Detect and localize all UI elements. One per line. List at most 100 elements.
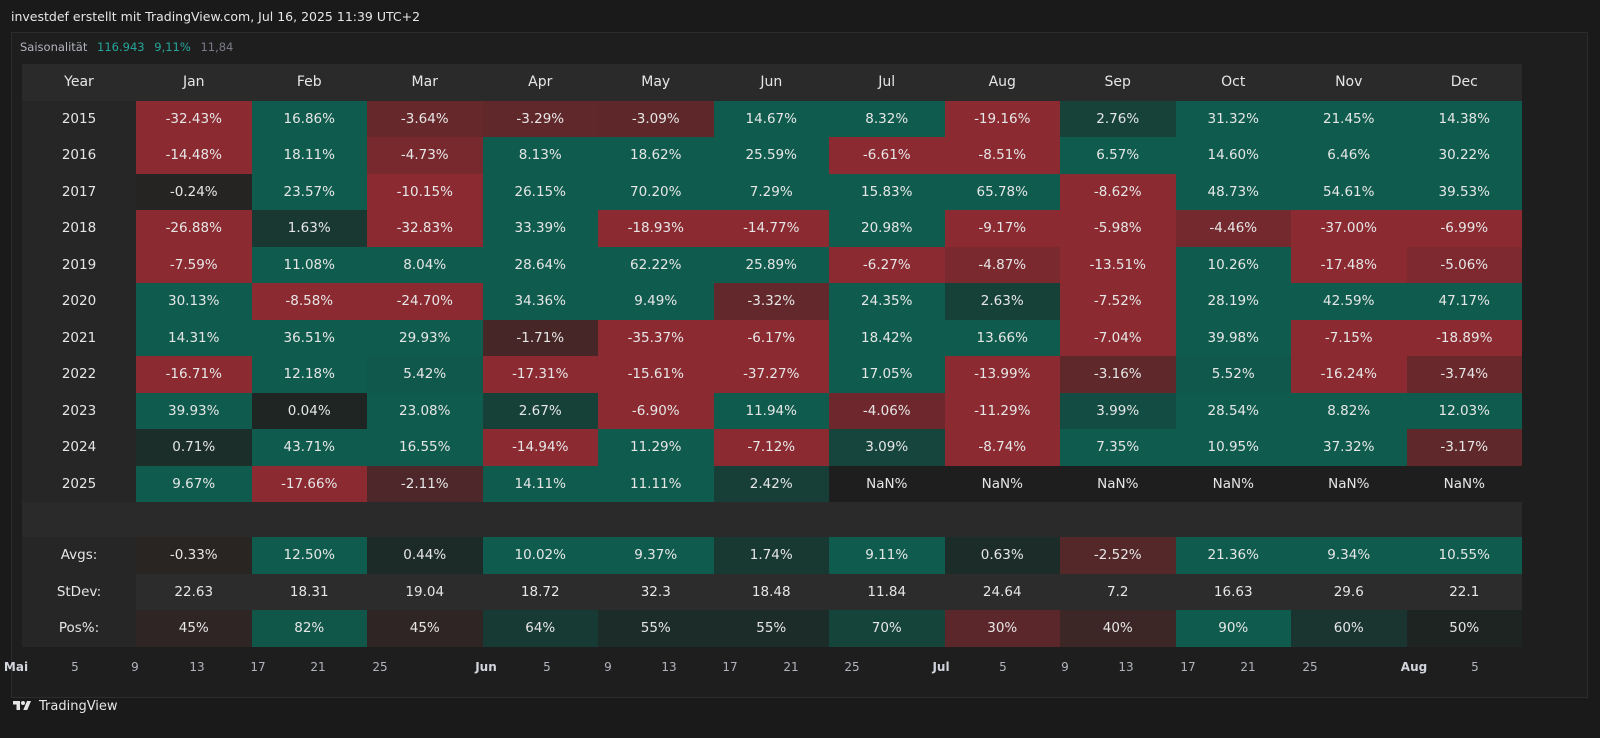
return-cell: 25.89% xyxy=(713,246,829,283)
return-cell: 70.20% xyxy=(598,173,714,210)
return-cell: 8.04% xyxy=(367,246,483,283)
return-cell: -15.61% xyxy=(598,356,714,393)
month-header-mar: Mar xyxy=(367,64,483,101)
return-cell: 24.35% xyxy=(829,283,945,320)
stat-cell: 24.64 xyxy=(944,573,1060,610)
return-cell: 11.08% xyxy=(251,246,367,283)
axis-tick-label: 13 xyxy=(189,660,205,674)
return-cell: -13.51% xyxy=(1060,246,1176,283)
year-label-2016: 2016 xyxy=(22,137,136,174)
return-cell: -8.62% xyxy=(1060,173,1176,210)
return-cell: -8.58% xyxy=(251,283,367,320)
stat-cell: 0.44% xyxy=(367,537,483,574)
return-cell: 18.62% xyxy=(598,137,714,174)
return-cell: 10.26% xyxy=(1175,246,1291,283)
footer: TradingView xyxy=(11,696,118,716)
axis-tick-label: 5 xyxy=(543,660,551,674)
stat-cell: 11.84 xyxy=(829,573,945,610)
return-cell: 33.39% xyxy=(482,210,598,247)
return-cell: 6.46% xyxy=(1291,137,1407,174)
return-cell: 1.63% xyxy=(251,210,367,247)
return-cell: -18.89% xyxy=(1406,319,1522,356)
stat-cell: 18.31 xyxy=(251,573,367,610)
stat-cell: -2.52% xyxy=(1060,537,1176,574)
return-cell: NaN% xyxy=(1175,465,1291,502)
stat-cell: 22.63 xyxy=(136,573,252,610)
return-cell: 18.11% xyxy=(251,137,367,174)
return-cell: 2.42% xyxy=(713,465,829,502)
return-cell: 28.64% xyxy=(482,246,598,283)
indicator-legend[interactable]: Saisonalität 116.943 9,11% 11,84 xyxy=(20,40,233,54)
year-label-2018: 2018 xyxy=(22,210,136,247)
stat-cell: 9.34% xyxy=(1291,537,1407,574)
return-cell: 65.78% xyxy=(944,173,1060,210)
axis-tick-label: 5 xyxy=(71,660,79,674)
return-cell: 21.45% xyxy=(1291,100,1407,137)
axis-tick-label: 17 xyxy=(250,660,266,674)
footer-brand: TradingView xyxy=(39,698,118,714)
stat-cell: 50% xyxy=(1406,610,1522,647)
return-cell: 29.93% xyxy=(367,319,483,356)
return-cell: -11.29% xyxy=(944,392,1060,429)
return-cell: 39.98% xyxy=(1175,319,1291,356)
return-cell: 62.22% xyxy=(598,246,714,283)
return-cell: 7.35% xyxy=(1060,429,1176,466)
month-header-jun: Jun xyxy=(713,64,829,101)
return-cell: -7.59% xyxy=(136,246,252,283)
return-cell: -4.06% xyxy=(829,392,945,429)
legend-title: Saisonalität xyxy=(20,40,88,54)
stat-cell: 18.72 xyxy=(482,573,598,610)
return-cell: 23.08% xyxy=(367,392,483,429)
return-cell: 26.15% xyxy=(482,173,598,210)
return-cell: 39.93% xyxy=(136,392,252,429)
return-cell: -7.04% xyxy=(1060,319,1176,356)
return-cell: NaN% xyxy=(944,465,1060,502)
return-cell: -8.74% xyxy=(944,429,1060,466)
year-label-2015: 2015 xyxy=(22,100,136,137)
return-cell: -4.46% xyxy=(1175,210,1291,247)
stat-cell: 64% xyxy=(482,610,598,647)
return-cell: -0.24% xyxy=(136,173,252,210)
return-cell: 12.03% xyxy=(1406,392,1522,429)
month-header-feb: Feb xyxy=(251,64,367,101)
axis-tick-label: 9 xyxy=(1061,660,1069,674)
axis-tick-label: 9 xyxy=(131,660,139,674)
stat-label: StDev: xyxy=(22,573,136,610)
axis-tick-label: 21 xyxy=(310,660,326,674)
axis-tick-label: Jul xyxy=(932,660,950,674)
return-cell: -7.12% xyxy=(713,429,829,466)
tradingview-logo-icon xyxy=(13,701,31,710)
return-cell: -2.11% xyxy=(367,465,483,502)
return-cell: -7.52% xyxy=(1060,283,1176,320)
return-cell: -18.93% xyxy=(598,210,714,247)
axis-tick-label: 25 xyxy=(1302,660,1318,674)
year-label-2023: 2023 xyxy=(22,392,136,429)
return-cell: -17.66% xyxy=(251,465,367,502)
chart-header-text: investdef erstellt mit TradingView.com, … xyxy=(11,9,421,24)
return-cell: 3.99% xyxy=(1060,392,1176,429)
return-cell: -37.27% xyxy=(713,356,829,393)
month-header-may: May xyxy=(598,64,714,101)
axis-tick-label: 21 xyxy=(783,660,799,674)
return-cell: 23.57% xyxy=(251,173,367,210)
return-cell: 8.13% xyxy=(482,137,598,174)
return-cell: 18.42% xyxy=(829,319,945,356)
return-cell: -1.71% xyxy=(482,319,598,356)
stat-cell: 12.50% xyxy=(251,537,367,574)
stat-cell: 18.48 xyxy=(713,573,829,610)
return-cell: -14.48% xyxy=(136,137,252,174)
return-cell: 11.29% xyxy=(598,429,714,466)
stat-cell: 10.02% xyxy=(482,537,598,574)
return-cell: -8.51% xyxy=(944,137,1060,174)
time-axis[interactable]: Mai 5 9 13 17 21 25 Jun 5 9 13 17 21 25 Jul 5 9 13 17 21 25 A… xyxy=(0,660,1590,680)
return-cell: 11.94% xyxy=(713,392,829,429)
month-header-aug: Aug xyxy=(944,64,1060,101)
return-cell: 43.71% xyxy=(251,429,367,466)
return-cell: 13.66% xyxy=(944,319,1060,356)
return-cell: -17.31% xyxy=(482,356,598,393)
return-cell: NaN% xyxy=(1406,465,1522,502)
return-cell: -5.98% xyxy=(1060,210,1176,247)
stat-cell: 0.63% xyxy=(944,537,1060,574)
return-cell: -9.17% xyxy=(944,210,1060,247)
return-cell: 14.67% xyxy=(713,100,829,137)
